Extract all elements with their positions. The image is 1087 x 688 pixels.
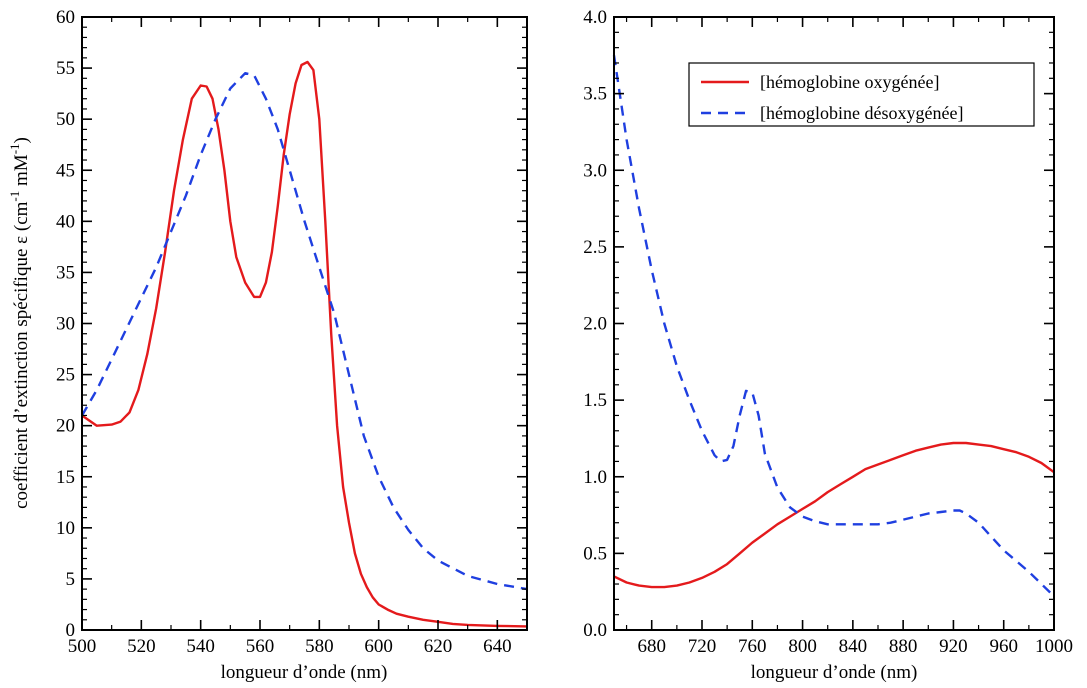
right-y-tick-label: 0.0 (583, 620, 607, 641)
right-x-tick-label: 720 (688, 636, 717, 657)
legend-box (688, 62, 1035, 127)
right-y-tick-label: 1.0 (583, 467, 607, 488)
right-x-axis-label: longueur d’onde (nm) (751, 662, 918, 683)
legend-label-oxygenated: [hémoglobine oxygénée] (760, 72, 939, 92)
right-x-tick-label: 1000 (1035, 636, 1073, 657)
right-plot-area (612, 55, 1055, 598)
left-x-tick-label: 640 (483, 636, 512, 657)
chart-right: 680 720 760 800 840 880 920 960 1000 0.0 0.5 1.0 1.5… (583, 7, 1073, 683)
left-y-tick-label: 40 (56, 211, 75, 232)
left-y-axis-label-main: coefficient d’extinction spécifique ε (c… (11, 201, 32, 509)
left-x-tick-label: 540 (186, 636, 215, 657)
left-y-tick-label: 30 (56, 314, 75, 335)
left-y-axis-label-sup1: -1 (7, 191, 22, 202)
chart-left: 500 520 540 560 580 600 620 640 0 5 10 15 20 25 30 35 40… (7, 7, 528, 683)
left-x-tick-label: 580 (305, 636, 334, 657)
left-x-tick-label: 560 (246, 636, 275, 657)
right-y-tick-label: 4.0 (583, 7, 607, 28)
left-y-axis-label-mid: mM (11, 154, 32, 191)
left-y-tick-label: 35 (56, 262, 75, 283)
left-y-tick-label: 45 (56, 160, 75, 181)
right-x-tick-label: 840 (839, 636, 868, 657)
left-x-tick-label: 520 (127, 636, 156, 657)
right-y-tick-label: 0.5 (583, 543, 607, 564)
left-y-tick-label: 5 (66, 569, 76, 590)
right-axis-ticks: 680 720 760 800 840 880 920 960 1000 0.0 0.5 1.0 1.5… (583, 7, 1073, 657)
left-y-axis-label-sup2: -1 (7, 143, 22, 154)
left-y-tick-label: 50 (56, 109, 75, 130)
right-x-tick-label: 960 (989, 636, 1018, 657)
left-y-tick-label: 25 (56, 365, 75, 386)
left-x-tick-label: 620 (424, 636, 453, 657)
right-x-tick-label: 800 (788, 636, 817, 657)
right-y-tick-label: 2.5 (583, 237, 607, 258)
left-y-tick-label: 10 (56, 518, 75, 539)
legend: [hémoglobine oxygénée] [hémoglobine déso… (688, 62, 1035, 127)
right-y-tick-label: 3.5 (583, 84, 607, 105)
right-x-tick-label: 920 (939, 636, 968, 657)
left-y-tick-label: 15 (56, 467, 75, 488)
right-y-tick-label: 2.0 (583, 314, 607, 335)
right-series-deoxygenated-line (612, 55, 1055, 598)
left-y-tick-label: 60 (56, 7, 75, 28)
right-y-tick-label: 3.0 (583, 160, 607, 181)
left-y-axis-label: coefficient d’extinction spécifique ε (c… (7, 137, 32, 509)
right-y-tick-label: 1.5 (583, 390, 607, 411)
right-x-tick-label: 680 (637, 636, 666, 657)
left-plot-area (80, 60, 528, 628)
left-y-tick-label: 20 (56, 416, 75, 437)
left-series-oxygenated-line (81, 60, 528, 628)
left-series-deoxygenated-line (80, 71, 528, 591)
left-x-axis-label: longueur d’onde (nm) (221, 662, 388, 683)
right-series-oxygenated-line (613, 441, 1055, 589)
legend-label-deoxygenated: [hémoglobine désoxygénée] (760, 103, 963, 123)
left-x-tick-label: 500 (68, 636, 97, 657)
left-y-tick-label: 55 (56, 58, 75, 79)
left-y-tick-label: 0 (66, 620, 76, 641)
right-x-tick-label: 760 (738, 636, 767, 657)
left-x-tick-label: 600 (364, 636, 393, 657)
left-plot-frame (81, 16, 528, 631)
left-axis-ticks: 500 520 540 560 580 600 620 640 0 5 10 15 20 25 30 35 40… (56, 7, 527, 657)
right-x-tick-label: 880 (889, 636, 918, 657)
left-y-axis-label-end: ) (11, 137, 32, 143)
